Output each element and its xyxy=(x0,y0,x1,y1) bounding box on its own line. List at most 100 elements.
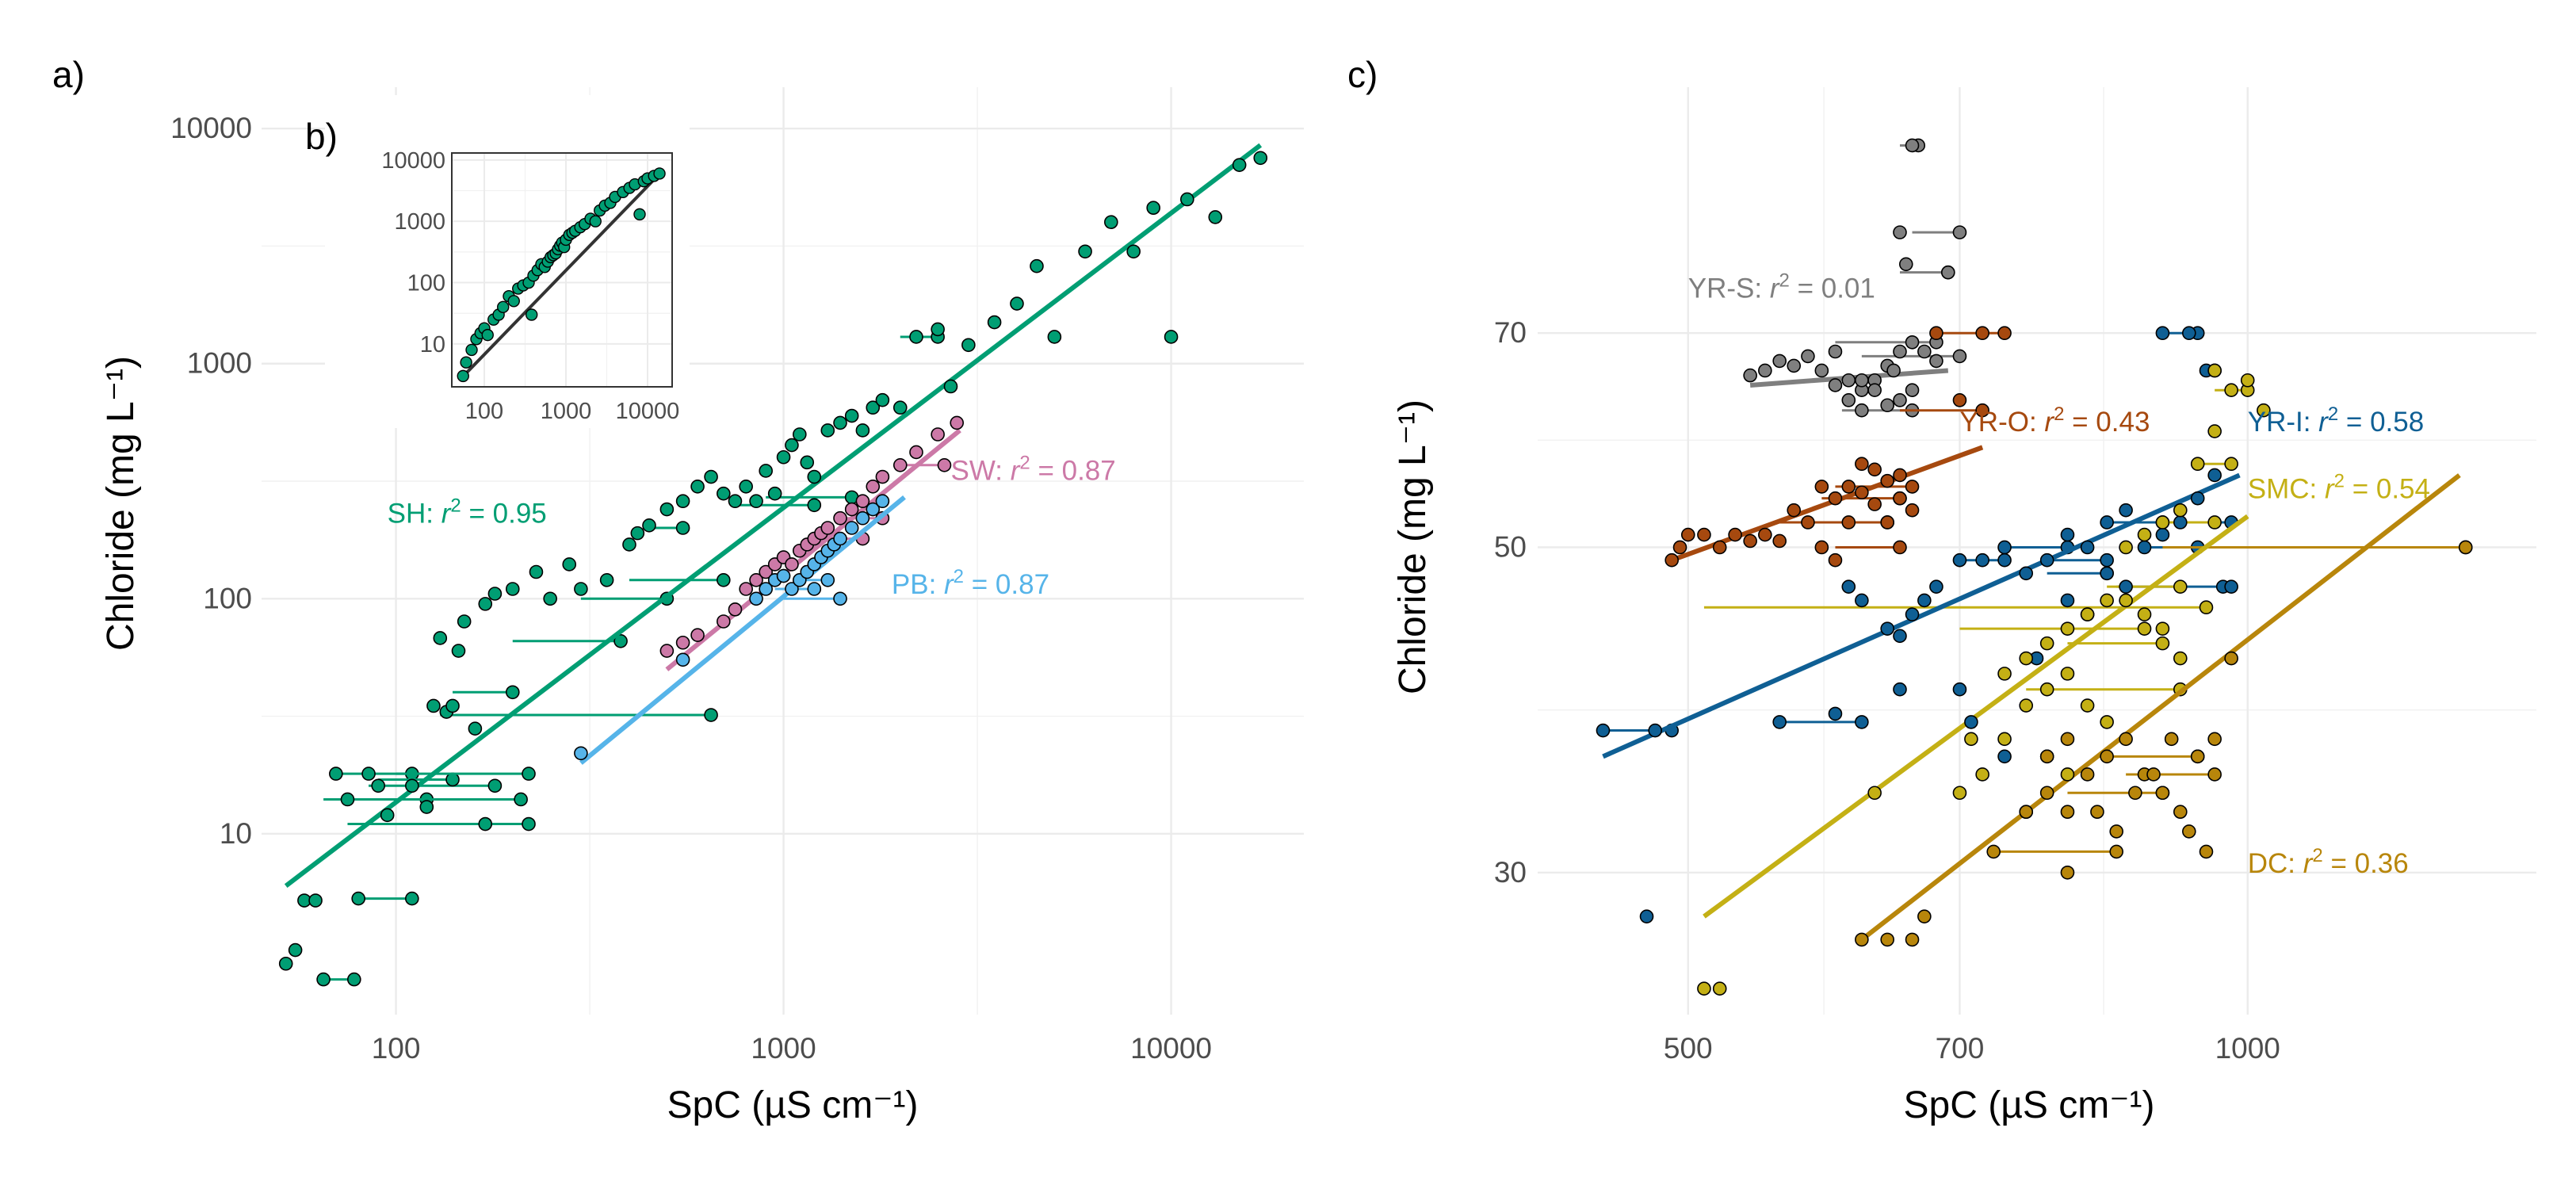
y-tick-label: 30 xyxy=(1494,856,1527,889)
point-pb xyxy=(844,521,859,535)
point-yr-s xyxy=(1905,335,1920,350)
point-sw xyxy=(931,427,945,442)
point-yr-o xyxy=(1880,473,1894,488)
point-yr-s xyxy=(1743,368,1757,383)
point-smc xyxy=(1867,786,1882,801)
point-sh xyxy=(433,631,448,645)
point-yr-s xyxy=(1905,138,1920,153)
point-dc xyxy=(2173,805,2188,820)
point-yr-o xyxy=(1975,326,1989,341)
point-sw xyxy=(749,572,763,587)
point-smc xyxy=(2190,457,2205,472)
r2-label-pb: PB: r2 = 0.87 xyxy=(892,566,1049,600)
point-smc xyxy=(2039,636,2054,651)
point-yr-i xyxy=(2137,540,2152,555)
panel-b-points xyxy=(457,167,666,383)
y-tick-label: 10000 xyxy=(170,112,252,144)
point-sh xyxy=(1179,192,1194,207)
range-end-point-sh xyxy=(478,816,493,832)
point-dc xyxy=(2458,540,2473,555)
point-sw xyxy=(739,582,753,596)
point-sh xyxy=(833,415,847,430)
point-yr-s xyxy=(1841,393,1856,407)
point-sw xyxy=(728,602,743,617)
r2-label-yr-o: YR-O: r2 = 0.43 xyxy=(1959,403,2150,438)
point-yr-i xyxy=(2100,515,2114,530)
point-yr-s xyxy=(1867,383,1882,397)
point-dc xyxy=(2019,805,2034,820)
point-smc xyxy=(1952,786,1967,801)
point-yr-i xyxy=(2173,515,2188,530)
point-yr-s xyxy=(1814,363,1829,378)
panel-b-tag: b) xyxy=(305,116,338,157)
panel-c-y-tick-labels: 30 50 70 xyxy=(1494,316,1527,889)
point-smc xyxy=(2207,424,2222,438)
point-dc xyxy=(2155,786,2170,801)
point-yr-i xyxy=(1964,715,1978,729)
point-pb xyxy=(833,531,847,546)
point-yr-o xyxy=(1814,480,1829,494)
point-pb xyxy=(675,652,690,667)
point-dc xyxy=(2199,844,2214,859)
point-sh xyxy=(351,891,365,906)
point-sw xyxy=(866,479,881,494)
point-yr-o xyxy=(1841,515,1856,530)
inset-point xyxy=(633,208,646,221)
panel-c: YR-S: r2 = 0.01 YR-O: r2 = 0.43 YR-I: r2 =… xyxy=(1347,54,2536,1126)
point-sh xyxy=(562,557,577,572)
point-sh xyxy=(807,469,822,484)
point-sh xyxy=(1047,330,1062,344)
point-yr-o xyxy=(1952,393,1967,407)
point-yr-o xyxy=(1905,503,1920,518)
range-end-point-sh xyxy=(505,685,520,700)
point-yr-s xyxy=(1828,378,1843,392)
point-sh xyxy=(931,322,945,337)
range-end-point-sh xyxy=(514,792,528,807)
range-end-point-sh xyxy=(522,816,536,832)
point-yr-i xyxy=(1855,593,1869,608)
point-pb xyxy=(875,494,890,509)
fit-line-dc xyxy=(1860,473,2461,942)
point-yr-o xyxy=(1728,527,1742,542)
point-yr-i xyxy=(1997,540,2012,555)
range-end-point-smc xyxy=(2224,457,2238,472)
point-yr-s xyxy=(1855,373,1869,388)
point-dc xyxy=(2128,786,2142,801)
point-sh xyxy=(717,486,731,501)
point-sh xyxy=(419,800,434,814)
y-tick-label: 100 xyxy=(407,271,445,296)
range-end-point-sh xyxy=(613,633,628,648)
point-yr-i xyxy=(2060,593,2075,608)
panel-c-r2-labels: YR-S: r2 = 0.01 YR-O: r2 = 0.43 YR-I: r2 =… xyxy=(1688,270,2430,879)
point-sh xyxy=(1232,158,1247,172)
point-sh xyxy=(739,479,753,494)
inset-fit-line xyxy=(458,170,663,381)
point-sw xyxy=(675,635,690,650)
panel-a-ranges xyxy=(323,330,952,987)
point-sh xyxy=(659,502,675,517)
point-sh xyxy=(793,427,807,442)
point-yr-i xyxy=(2207,468,2222,483)
point-yr-i xyxy=(1841,579,1856,594)
point-dc xyxy=(2224,651,2238,666)
point-sh xyxy=(1078,244,1092,259)
point-yr-o xyxy=(1855,457,1869,472)
panel-a-y-axis-title: Chloride (mg L⁻¹) xyxy=(100,356,142,651)
point-dc xyxy=(2100,749,2114,764)
range-end-point-sh xyxy=(487,778,503,793)
point-yr-s xyxy=(1855,403,1869,418)
panel-a-tag: a) xyxy=(52,54,85,95)
point-sh xyxy=(800,455,815,470)
point-smc xyxy=(1997,732,2012,747)
point-smc xyxy=(1975,767,1989,782)
point-sh xyxy=(943,379,958,394)
range-end-point-smc xyxy=(2207,515,2222,530)
point-yr-i xyxy=(2080,540,2095,555)
point-sh xyxy=(457,614,472,629)
point-sh xyxy=(316,972,331,987)
point-sh xyxy=(487,587,503,601)
y-tick-label: 100 xyxy=(203,582,252,614)
point-sh xyxy=(785,438,799,453)
point-yr-i xyxy=(1772,715,1787,729)
point-yr-s xyxy=(1929,354,1943,369)
